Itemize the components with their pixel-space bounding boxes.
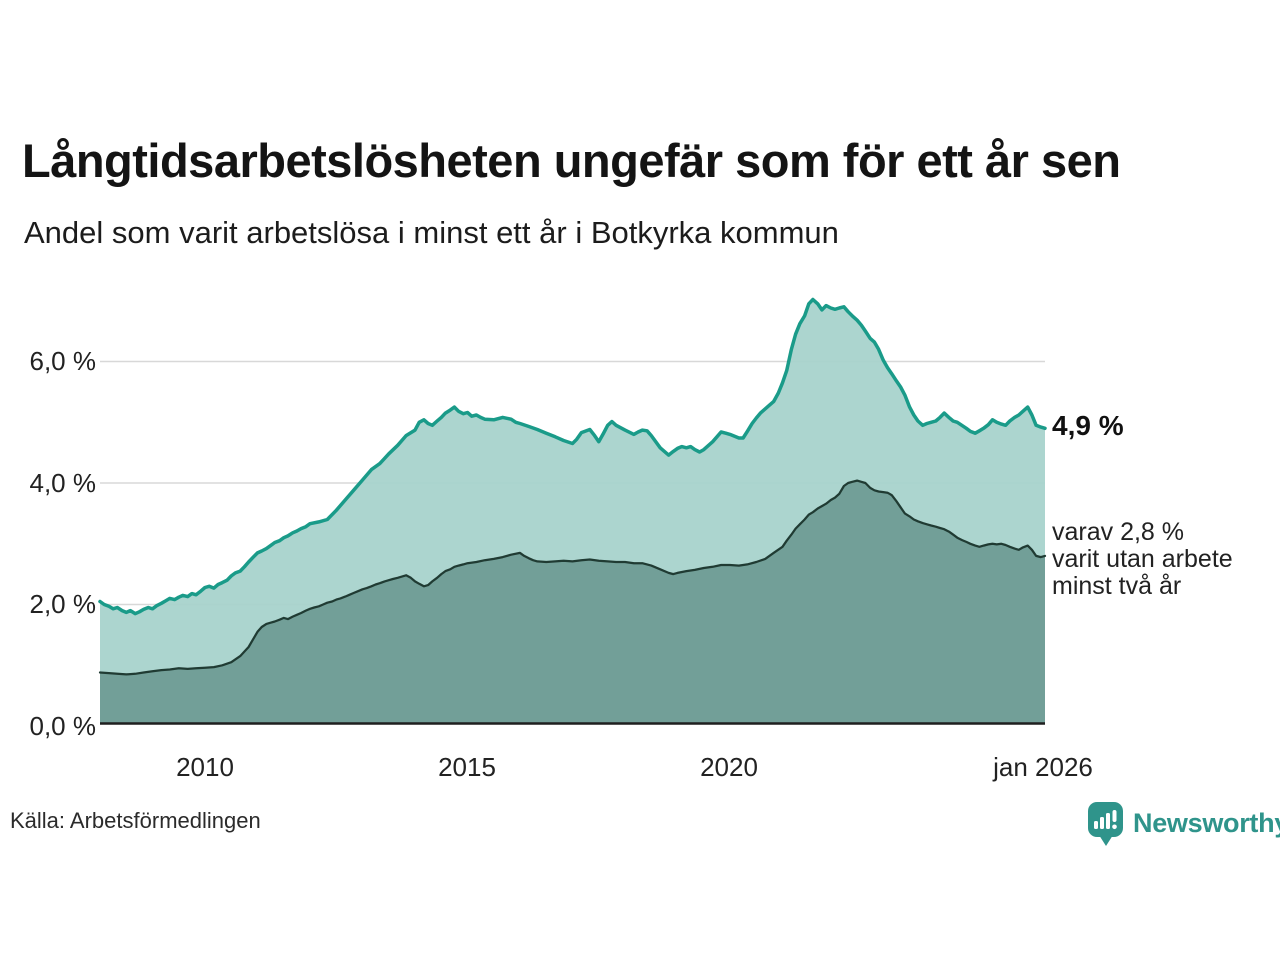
series-end-value-label: 4,9 % [1052, 410, 1124, 441]
x-axis-label-jan-2026: jan 2026 [993, 752, 1093, 782]
newsworthy-wordmark: Newsworthy [1133, 808, 1280, 838]
series-line [98, 297, 1047, 616]
newsworthy-pin-icon [1088, 802, 1123, 846]
x-axis-label-2015: 2015 [438, 752, 496, 782]
source-note: Källa: Arbetsförmedlingen [10, 808, 261, 833]
chart-subtitle: Andel som varit arbetslösa i minst ett å… [24, 215, 839, 250]
y-axis-label-4: 4,0 % [29, 468, 97, 498]
secondary-annotation-line-3: minst två år [1052, 572, 1182, 600]
secondary-annotation-line-2: varit utan arbete [1052, 545, 1233, 573]
secondary-annotation-line-1: varav 2,8 % [1052, 518, 1185, 546]
newsworthy-logo[interactable]: Newsworthy [1086, 800, 1280, 847]
x-axis-label-2010: 2010 [176, 752, 234, 782]
series-area [100, 480, 1045, 723]
series-line [98, 479, 1047, 676]
y-axis-label-2: 2,0 % [29, 589, 97, 619]
x-axis-label-2020: 2020 [700, 752, 758, 782]
y-axis-label-6: 6,0 % [29, 346, 97, 376]
y-axis-label-0: 0,0 % [29, 711, 97, 741]
page-title: Långtidsarbetslösheten ungefär som för e… [22, 134, 1121, 187]
